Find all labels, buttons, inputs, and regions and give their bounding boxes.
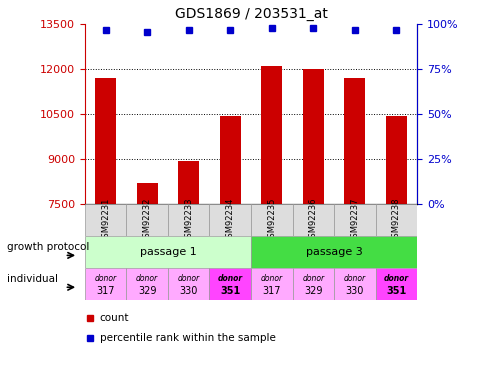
Text: count: count bbox=[100, 313, 129, 323]
Text: donor: donor bbox=[302, 274, 324, 283]
Text: 351: 351 bbox=[385, 286, 406, 296]
Text: 330: 330 bbox=[345, 286, 363, 296]
Bar bbox=[333, 268, 375, 300]
Text: growth protocol: growth protocol bbox=[7, 242, 89, 252]
Bar bbox=[261, 66, 282, 204]
Bar bbox=[178, 161, 198, 204]
Bar bbox=[333, 204, 375, 236]
Bar bbox=[292, 268, 333, 300]
Bar bbox=[344, 78, 364, 204]
Text: GSM92238: GSM92238 bbox=[391, 198, 400, 243]
Text: GSM92232: GSM92232 bbox=[142, 198, 151, 243]
Bar bbox=[167, 204, 209, 236]
Text: 317: 317 bbox=[262, 286, 280, 296]
Bar bbox=[251, 236, 416, 268]
Text: donor: donor bbox=[177, 274, 199, 283]
Text: individual: individual bbox=[7, 274, 58, 284]
Text: donor: donor bbox=[94, 274, 117, 283]
Text: GSM92237: GSM92237 bbox=[349, 198, 359, 243]
Text: passage 3: passage 3 bbox=[305, 247, 362, 257]
Bar bbox=[375, 204, 416, 236]
Text: passage 1: passage 1 bbox=[139, 247, 196, 257]
Text: percentile rank within the sample: percentile rank within the sample bbox=[100, 333, 275, 344]
Bar bbox=[292, 204, 333, 236]
Bar bbox=[85, 268, 126, 300]
Text: donor: donor bbox=[217, 274, 242, 283]
Bar bbox=[209, 204, 251, 236]
Text: 329: 329 bbox=[303, 286, 322, 296]
Bar bbox=[219, 116, 240, 204]
Bar bbox=[85, 204, 126, 236]
Title: GDS1869 / 203531_at: GDS1869 / 203531_at bbox=[174, 7, 327, 21]
Bar bbox=[209, 268, 251, 300]
Text: GSM92236: GSM92236 bbox=[308, 198, 317, 243]
Text: 330: 330 bbox=[179, 286, 197, 296]
Text: donor: donor bbox=[136, 274, 158, 283]
Text: 329: 329 bbox=[137, 286, 156, 296]
Bar bbox=[251, 204, 292, 236]
Text: GSM92233: GSM92233 bbox=[184, 198, 193, 243]
Text: donor: donor bbox=[383, 274, 408, 283]
Text: GSM92231: GSM92231 bbox=[101, 198, 110, 243]
Text: GSM92235: GSM92235 bbox=[267, 198, 276, 243]
Bar bbox=[136, 183, 157, 204]
Bar bbox=[85, 236, 251, 268]
Text: donor: donor bbox=[343, 274, 365, 283]
Bar bbox=[167, 268, 209, 300]
Text: GSM92234: GSM92234 bbox=[225, 198, 234, 243]
Bar bbox=[375, 268, 416, 300]
Text: 317: 317 bbox=[96, 286, 115, 296]
Text: 351: 351 bbox=[220, 286, 240, 296]
Bar bbox=[251, 268, 292, 300]
Bar bbox=[126, 268, 167, 300]
Bar bbox=[95, 78, 116, 204]
Bar bbox=[385, 116, 406, 204]
Bar bbox=[126, 204, 167, 236]
Text: donor: donor bbox=[260, 274, 282, 283]
Bar bbox=[302, 69, 323, 204]
